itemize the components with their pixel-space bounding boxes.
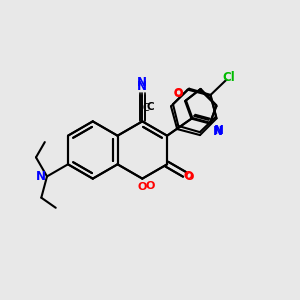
Text: N: N <box>214 124 224 137</box>
Text: O: O <box>173 88 183 98</box>
Text: N: N <box>137 76 147 89</box>
Text: O: O <box>146 181 155 191</box>
Text: O: O <box>183 171 193 182</box>
Text: N: N <box>36 170 46 183</box>
Text: C: C <box>142 103 149 113</box>
Text: C: C <box>147 102 154 112</box>
Text: N: N <box>213 124 223 138</box>
Text: N: N <box>137 80 147 93</box>
Text: Cl: Cl <box>223 71 235 84</box>
Text: O: O <box>173 89 183 99</box>
Text: O: O <box>138 182 147 192</box>
Text: O: O <box>184 172 194 182</box>
